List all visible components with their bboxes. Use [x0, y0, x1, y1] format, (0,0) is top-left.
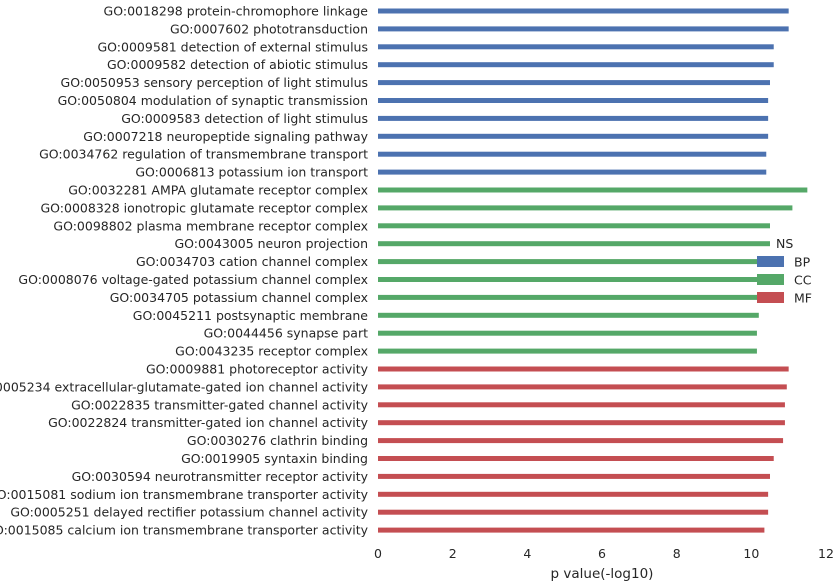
category-label: GO:0045211 postsynaptic membrane: [133, 308, 369, 323]
category-label: GO:0006813 potassium ion transport: [135, 165, 368, 180]
category-label: GO:0005251 delayed rectifier potassium c…: [10, 505, 368, 520]
category-label: GO:0009881 photoreceptor activity: [146, 362, 369, 377]
category-label: GO:0034703 cation channel complex: [136, 254, 368, 269]
bar: [378, 402, 785, 408]
x-tick-label: 6: [598, 546, 606, 561]
bar: [378, 366, 789, 372]
category-label: GO:0044456 synapse part: [204, 326, 368, 341]
legend: NS BP CC MF: [757, 236, 812, 306]
category-label: GO:0018298 protein-chromophore linkage: [104, 4, 369, 19]
category-label: GO:0098802 plasma membrane receptor comp…: [53, 218, 368, 233]
category-label: GO:0043235 receptor complex: [175, 344, 368, 359]
category-label: GO:0009581 detection of external stimulu…: [98, 39, 369, 54]
category-label: GO:0022835 transmitter-gated channel act…: [71, 397, 368, 412]
bar: [378, 223, 770, 229]
bar: [378, 205, 793, 211]
category-label: GO:0019905 syntaxin binding: [181, 451, 368, 466]
legend-swatch: [757, 292, 784, 303]
x-tick-label: 4: [523, 546, 531, 561]
bar: [378, 420, 785, 426]
bar: [378, 294, 767, 300]
bar: [378, 509, 769, 515]
category-label: GO:0050953 sensory perception of light s…: [61, 75, 368, 90]
category-label: GO:0022824 transmitter-gated ion channel…: [48, 415, 369, 430]
bar: [378, 8, 789, 14]
bar: [378, 384, 787, 390]
category-label: GO:0015085 calcium ion transmembrane tra…: [0, 523, 369, 538]
legend-swatch: [757, 274, 784, 285]
category-label: GO:0009582 detection of abiotic stimulus: [107, 57, 368, 72]
x-tick-label: 8: [673, 546, 681, 561]
category-label: GO:0034762 regulation of transmembrane t…: [39, 147, 368, 162]
bar: [378, 115, 769, 121]
legend-entry-label: CC: [794, 273, 812, 288]
bar: [378, 26, 789, 32]
bar: [378, 277, 767, 282]
bar: [378, 330, 757, 336]
category-label: GO:0009583 detection of light stimulus: [121, 111, 368, 126]
category-label: GO:0043005 neuron projection: [174, 236, 368, 251]
x-tick-label: 2: [449, 546, 457, 561]
bar: [378, 80, 770, 86]
bar: [378, 133, 769, 139]
bar: [378, 169, 767, 175]
category-labels: GO:0018298 protein-chromophore linkage GO…: [0, 4, 369, 538]
category-label: GO:0005234 extracellular-glutamate-gated…: [0, 379, 369, 394]
x-axis-label: p value(-log10): [551, 566, 654, 582]
x-tick-labels: 0 2 4 6 8 10 12: [374, 546, 834, 561]
category-label: GO:0015081 sodium ion transmembrane tran…: [0, 487, 369, 502]
bar: [378, 348, 757, 354]
legend-entry-label: BP: [794, 255, 811, 270]
category-label: GO:0050804 modulation of synaptic transm…: [58, 93, 368, 108]
category-label: GO:0034705 potassium channel complex: [110, 290, 368, 305]
category-label: GO:0030276 clathrin binding: [187, 433, 368, 448]
bar: [378, 241, 770, 247]
bar: [378, 187, 808, 193]
x-tick-label: 12: [818, 546, 834, 561]
category-label: GO:0032281 AMPA glutamate receptor compl…: [68, 183, 368, 198]
category-label: GO:0008076 voltage-gated potassium chann…: [18, 272, 368, 287]
bar: [378, 98, 769, 103]
bar: [378, 438, 784, 444]
bar: [378, 259, 769, 265]
x-tick-label: 0: [374, 546, 382, 561]
category-label: GO:0007218 neuropeptide signaling pathwa…: [83, 129, 368, 144]
bar: [378, 151, 767, 157]
legend-title: NS: [776, 236, 793, 251]
legend-swatch: [757, 256, 784, 267]
bar: [378, 456, 774, 461]
bar: [378, 44, 774, 50]
x-tick-label: 10: [743, 546, 759, 561]
category-label: GO:0030594 neurotransmitter receptor act…: [72, 469, 369, 484]
legend-entry-label: MF: [794, 291, 812, 306]
bar: [378, 527, 765, 533]
category-label: GO:0008328 ionotropic glutamate receptor…: [41, 200, 369, 215]
bar: [378, 473, 770, 479]
category-label: GO:0007602 phototransduction: [170, 21, 368, 36]
bar: [378, 62, 774, 68]
bar: [378, 491, 769, 497]
bars-group: [378, 8, 808, 533]
bar: [378, 312, 759, 318]
